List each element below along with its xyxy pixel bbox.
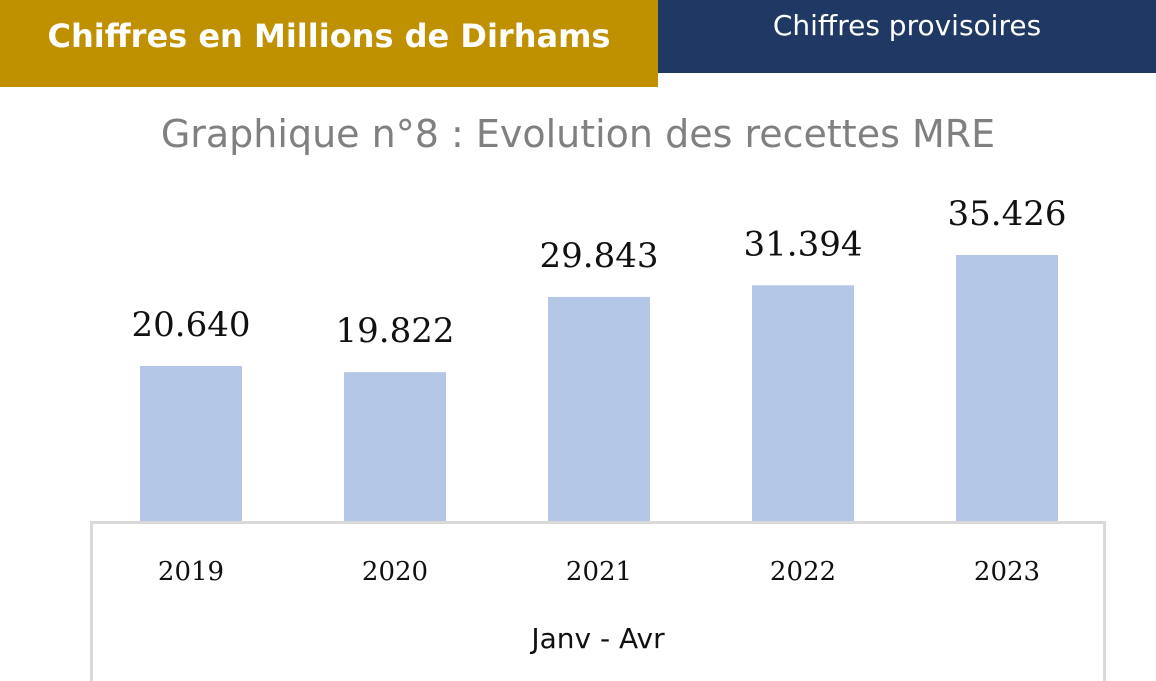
value-label-2021: 29.843: [540, 236, 659, 276]
units-label: Chiffres en Millions de Dirhams: [47, 16, 611, 55]
value-label-2020: 19.822: [336, 311, 455, 351]
value-label-2019: 20.640: [132, 305, 251, 345]
status-banner: Chiffres provisoires: [658, 0, 1156, 73]
x-tick-label-2022: 2022: [770, 557, 836, 587]
bar-2022: [752, 285, 854, 521]
x-tick-label-2021: 2021: [566, 557, 632, 587]
bar-chart: 20.640 2019 19.822 2020 29.843 2021 31.394 2022…: [132, 194, 1067, 655]
value-label-2022: 31.394: [744, 224, 863, 264]
chart-title: Graphique n°8 : Evolution des recettes M…: [160, 112, 996, 156]
bar-2023: [956, 255, 1058, 521]
x-tick-label-2023: 2023: [974, 557, 1040, 587]
x-axis-label: Janv - Avr: [529, 622, 665, 655]
bar-2021: [548, 296, 650, 521]
bar-2019: [140, 366, 242, 521]
x-tick-label-2020: 2020: [362, 557, 428, 587]
value-label-2023: 35.426: [948, 194, 1067, 234]
bar-2020: [344, 372, 446, 521]
x-axis-box: [90, 521, 1106, 681]
status-label: Chiffres provisoires: [772, 9, 1042, 42]
x-tick-label-2019: 2019: [158, 557, 224, 587]
units-banner: Chiffres en Millions de Dirhams: [0, 0, 658, 87]
